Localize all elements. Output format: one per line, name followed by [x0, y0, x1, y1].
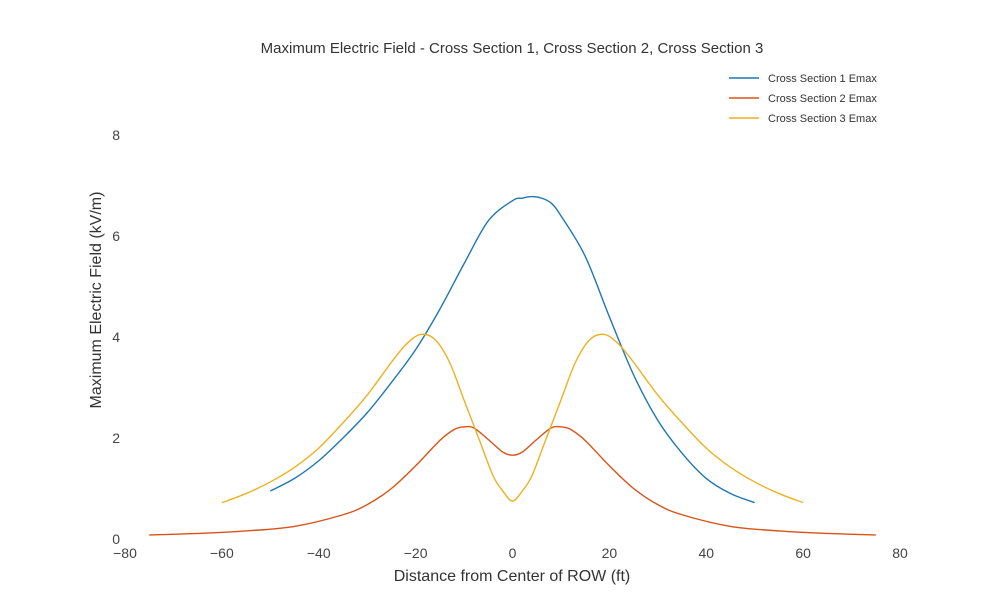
- chart-title: Maximum Electric Field - Cross Section 1…: [261, 40, 764, 57]
- x-tick-label: 80: [892, 545, 908, 561]
- legend-item: Cross Section 3 Emax: [729, 113, 877, 125]
- series-line-3: [221, 333, 804, 504]
- y-axis-label: Maximum Electric Field (kV/m): [88, 192, 105, 409]
- legend-item: Cross Section 1 Emax: [729, 73, 877, 85]
- y-tick-label: 0: [112, 531, 120, 547]
- y-axis-ticks: 0 2 4 6 8: [112, 127, 120, 547]
- x-axis-label: Distance from Center of ROW (ft): [394, 568, 631, 585]
- legend-item: Cross Section 2 Emax: [729, 93, 877, 105]
- x-tick-label: 20: [602, 545, 618, 561]
- legend-label: Cross Section 3 Emax: [768, 113, 877, 125]
- y-tick-label: 4: [112, 329, 120, 345]
- series-line-1: [269, 195, 755, 504]
- legend: Cross Section 1 Emax Cross Section 2 Emax…: [729, 73, 877, 125]
- y-tick-label: 6: [112, 228, 120, 244]
- x-tick-label: −80: [113, 545, 137, 561]
- legend-label: Cross Section 2 Emax: [768, 93, 877, 105]
- series-line-2: [149, 425, 876, 536]
- x-tick-label: −20: [404, 545, 428, 561]
- x-tick-label: −60: [210, 545, 234, 561]
- series-lines: [149, 195, 876, 536]
- x-tick-label: 60: [795, 545, 811, 561]
- y-tick-label: 8: [112, 127, 120, 143]
- y-tick-label: 2: [112, 430, 120, 446]
- x-tick-label: 0: [509, 545, 517, 561]
- x-tick-label: 40: [698, 545, 714, 561]
- x-axis-ticks: −80 −60 −40 −20 0 20 40 60 80: [113, 545, 908, 561]
- legend-label: Cross Section 1 Emax: [768, 73, 877, 85]
- x-tick-label: −40: [307, 545, 331, 561]
